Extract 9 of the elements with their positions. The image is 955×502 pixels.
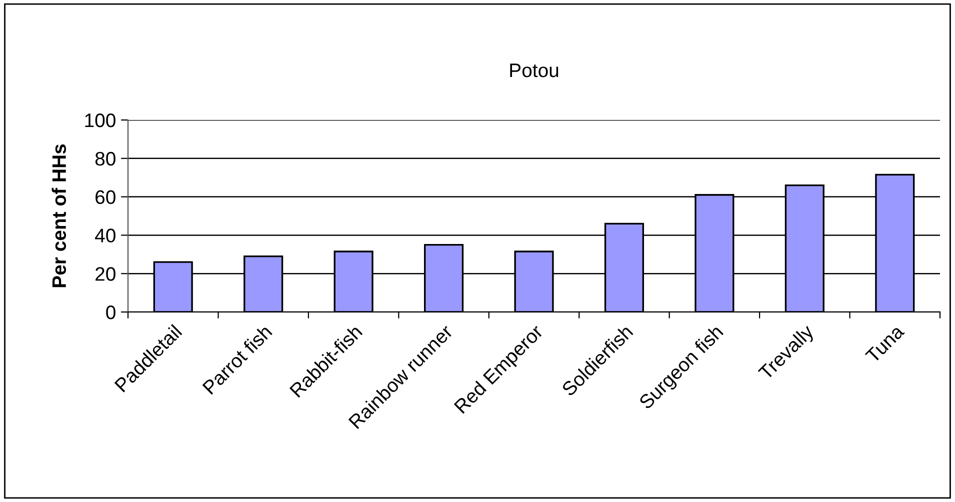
x-tick-label: Tuna	[864, 324, 905, 364]
y-axis-title: Per cent of HHs	[52, 144, 66, 288]
y-tick-label: 0	[106, 305, 116, 320]
y-tick-label: 60	[96, 190, 116, 204]
y-tick-label: 20	[96, 267, 116, 281]
chart-title: Potou	[510, 64, 558, 78]
y-tick-label: 80	[95, 152, 116, 166]
y-tick-label: 40	[95, 228, 116, 242]
y-tick-label: 100	[85, 113, 116, 128]
